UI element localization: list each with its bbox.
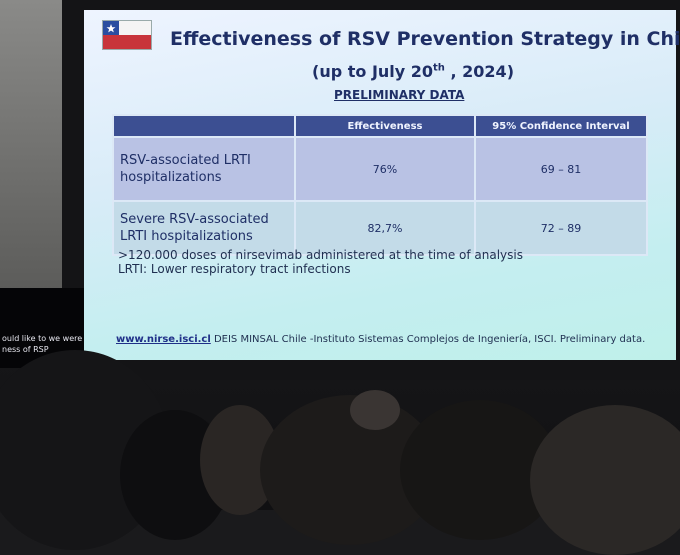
row: Severe RSV-associated LRTI hospitalizati… — [112, 200, 648, 256]
cell: 72 – 89 — [474, 200, 648, 256]
note: LRTI: Lower respiratory tract infections — [118, 262, 351, 276]
row: RSV-associated LRTI hospitalizations 76%… — [112, 136, 648, 202]
cell: 82,7% — [294, 200, 476, 256]
header-row: Effectiveness 95% Confidence Interval — [112, 114, 648, 138]
header-cell — [112, 114, 296, 138]
footer-link[interactable]: www.nirse.isci.cl — [116, 334, 211, 345]
row-label: RSV-associated LRTI hospitalizations — [112, 136, 296, 202]
note: >120.000 doses of nirsevimab administere… — [118, 248, 523, 262]
slide-title: Effectiveness of RSV Prevention Strategy… — [170, 28, 680, 50]
subtitle-text: , 2024) — [444, 62, 515, 81]
wall — [0, 0, 70, 290]
footer: www.nirse.isci.cl DEIS MINSAL Chile -Ins… — [116, 334, 645, 345]
footer-text: DEIS MINSAL Chile -Instituto Sistemas Co… — [210, 334, 646, 345]
header-cell: Effectiveness — [294, 114, 476, 138]
flag — [102, 20, 152, 50]
row-label: Severe RSV-associated LRTI hospitalizati… — [112, 200, 296, 256]
preliminary-label: PRELIMINARY DATA — [334, 88, 465, 102]
side-text: ould like to we were — [2, 334, 83, 343]
results-table: Effectiveness 95% Confidence Interval RS… — [112, 114, 648, 256]
subtitle-sup: th — [433, 62, 445, 74]
header-cell: 95% Confidence Interval — [474, 114, 648, 138]
slide-subtitle: (up to July 20th , 2024) — [312, 62, 514, 81]
side-text: ness of RSP — [2, 345, 49, 354]
cell: 69 – 81 — [474, 136, 648, 202]
subtitle-text: (up to July 20 — [312, 62, 434, 81]
cell: 76% — [294, 136, 476, 202]
